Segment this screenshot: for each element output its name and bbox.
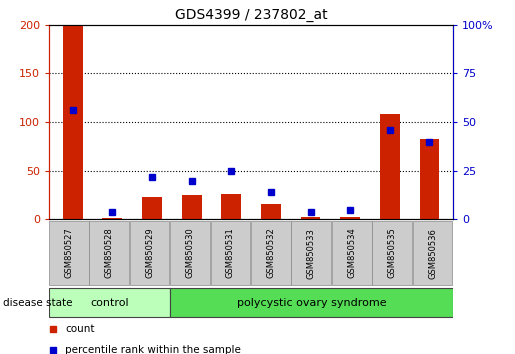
Bar xyxy=(90,221,129,285)
Bar xyxy=(130,221,169,285)
Bar xyxy=(142,197,162,219)
Bar xyxy=(170,288,453,317)
Bar xyxy=(49,221,89,285)
Text: GSM850532: GSM850532 xyxy=(266,228,276,279)
Text: polycystic ovary syndrome: polycystic ovary syndrome xyxy=(237,298,387,308)
Bar xyxy=(49,288,170,317)
Text: control: control xyxy=(90,298,129,308)
Text: GSM850530: GSM850530 xyxy=(185,228,195,279)
Text: GSM850536: GSM850536 xyxy=(428,228,437,279)
Text: GSM850531: GSM850531 xyxy=(226,228,235,279)
Text: GSM850535: GSM850535 xyxy=(388,228,397,279)
Text: GSM850533: GSM850533 xyxy=(307,228,316,279)
Bar xyxy=(63,25,82,219)
Bar xyxy=(372,221,412,285)
Bar xyxy=(251,221,290,285)
Text: GSM850529: GSM850529 xyxy=(145,228,154,279)
Text: GSM850534: GSM850534 xyxy=(347,228,356,279)
Bar xyxy=(211,221,250,285)
Bar xyxy=(261,204,281,219)
Bar xyxy=(380,114,400,219)
Bar xyxy=(420,139,439,219)
Text: GSM850527: GSM850527 xyxy=(64,228,73,279)
Title: GDS4399 / 237802_at: GDS4399 / 237802_at xyxy=(175,8,328,22)
Bar xyxy=(413,221,452,285)
Text: percentile rank within the sample: percentile rank within the sample xyxy=(65,346,241,354)
Text: count: count xyxy=(65,324,95,334)
Text: GSM850528: GSM850528 xyxy=(105,228,114,279)
Bar xyxy=(170,221,210,285)
Bar xyxy=(221,194,241,219)
Text: disease state: disease state xyxy=(3,298,72,308)
Bar xyxy=(340,217,360,219)
Bar xyxy=(332,221,371,285)
Bar xyxy=(102,217,122,219)
Bar xyxy=(182,195,201,219)
Bar xyxy=(291,221,331,285)
Bar xyxy=(301,217,320,219)
